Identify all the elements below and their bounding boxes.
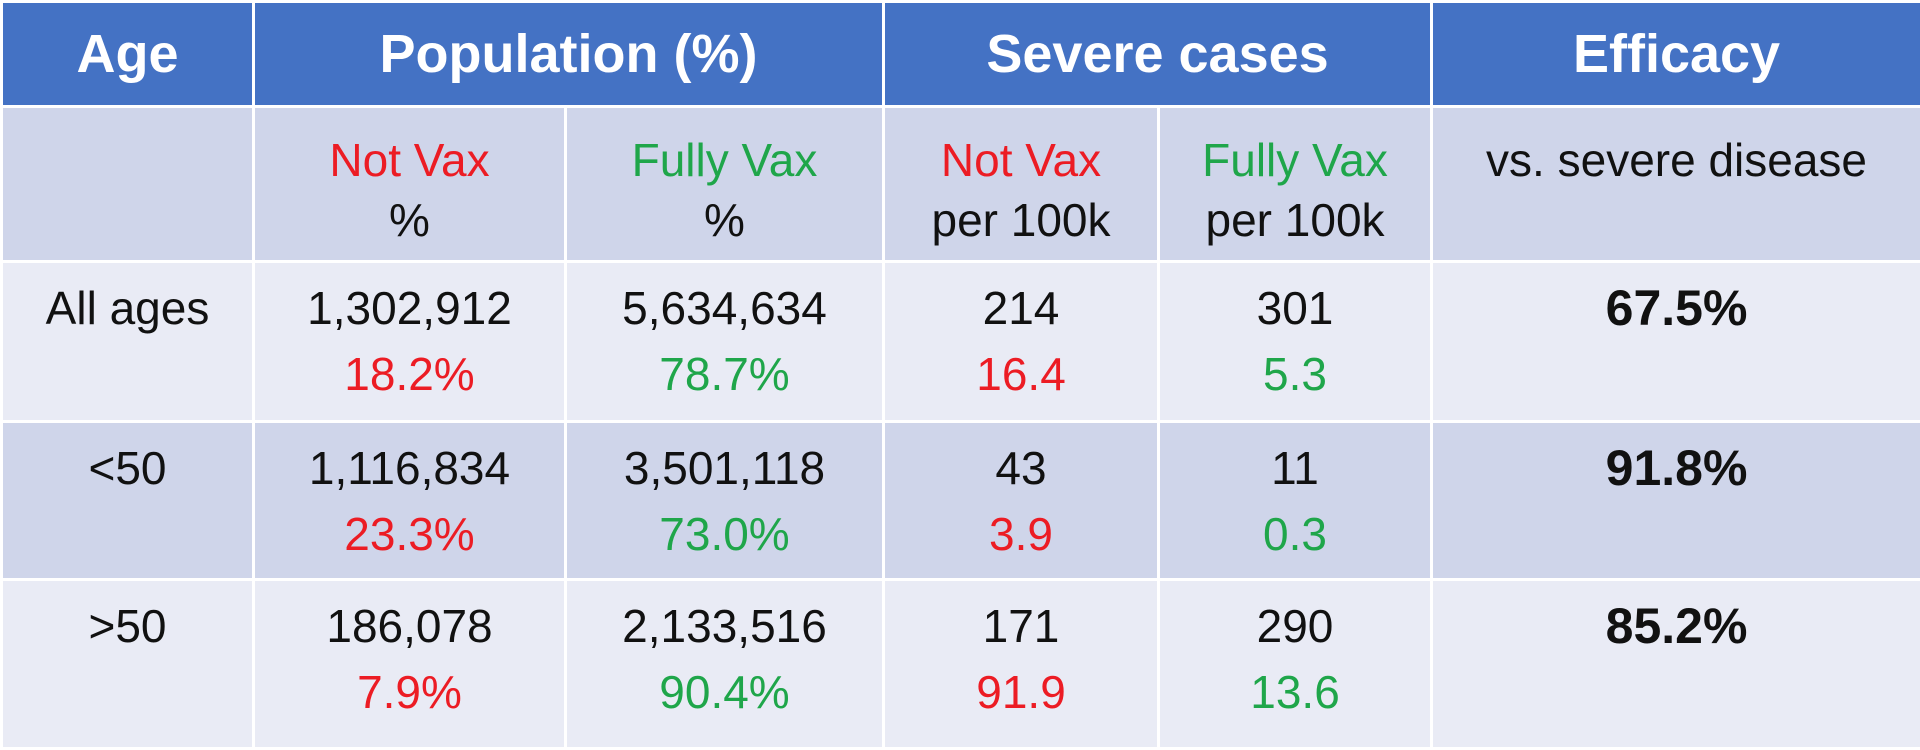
row-efficacy: 91.8% bbox=[1432, 422, 1920, 580]
row-sev-fully-vax: 301 5.3 bbox=[1159, 262, 1432, 422]
row-age: All ages bbox=[2, 262, 254, 422]
pop-fully-vax-count: 3,501,118 bbox=[567, 435, 882, 501]
sev-fully-vax-count: 11 bbox=[1160, 435, 1430, 501]
sev-not-vax-count: 171 bbox=[885, 593, 1157, 659]
table-row: >50 186,078 7.9% 2,133,516 90.4% 171 91.… bbox=[2, 580, 1920, 749]
sev-not-vax-rate: 3.9 bbox=[885, 501, 1157, 567]
row-efficacy: 67.5% bbox=[1432, 262, 1920, 422]
efficacy-value: 67.5% bbox=[1433, 275, 1920, 341]
subheader-sev-not-vax: Not Vax per 100k bbox=[884, 107, 1159, 262]
efficacy-value: 91.8% bbox=[1433, 435, 1920, 501]
subheader-efficacy: vs. severe disease bbox=[1432, 107, 1920, 262]
row-sev-fully-vax: 290 13.6 bbox=[1159, 580, 1432, 749]
row-age: >50 bbox=[2, 580, 254, 749]
sev-not-vax-count: 43 bbox=[885, 435, 1157, 501]
pop-not-vax-count: 1,116,834 bbox=[255, 435, 564, 501]
subheader-pop-not-vax-label: Not Vax bbox=[255, 130, 564, 190]
header-efficacy: Efficacy bbox=[1432, 2, 1920, 107]
header-age: Age bbox=[2, 2, 254, 107]
subheader-sev-not-vax-unit: per 100k bbox=[885, 190, 1157, 250]
sev-fully-vax-count: 290 bbox=[1160, 593, 1430, 659]
sev-fully-vax-rate: 13.6 bbox=[1160, 659, 1430, 725]
pop-fully-vax-pct: 90.4% bbox=[567, 659, 882, 725]
subheader-sev-fully-vax: Fully Vax per 100k bbox=[1159, 107, 1432, 262]
subheader-age-blank bbox=[2, 107, 254, 262]
header-population: Population (%) bbox=[254, 2, 884, 107]
row-efficacy: 85.2% bbox=[1432, 580, 1920, 749]
row-sev-not-vax: 43 3.9 bbox=[884, 422, 1159, 580]
pop-not-vax-pct: 7.9% bbox=[255, 659, 564, 725]
subheader-sev-fully-vax-unit: per 100k bbox=[1160, 190, 1430, 250]
table-row: <50 1,116,834 23.3% 3,501,118 73.0% 43 3… bbox=[2, 422, 1920, 580]
sev-not-vax-count: 214 bbox=[885, 275, 1157, 341]
sev-not-vax-rate: 91.9 bbox=[885, 659, 1157, 725]
row-pop-fully-vax: 3,501,118 73.0% bbox=[566, 422, 884, 580]
row-pop-not-vax: 1,302,912 18.2% bbox=[254, 262, 566, 422]
row-pop-fully-vax: 5,634,634 78.7% bbox=[566, 262, 884, 422]
subheader-sev-not-vax-label: Not Vax bbox=[885, 130, 1157, 190]
sev-fully-vax-count: 301 bbox=[1160, 275, 1430, 341]
header-severe-cases: Severe cases bbox=[884, 2, 1432, 107]
row-pop-not-vax: 1,116,834 23.3% bbox=[254, 422, 566, 580]
pop-fully-vax-count: 5,634,634 bbox=[567, 275, 882, 341]
pop-fully-vax-pct: 78.7% bbox=[567, 341, 882, 407]
row-pop-fully-vax: 2,133,516 90.4% bbox=[566, 580, 884, 749]
row-pop-not-vax: 186,078 7.9% bbox=[254, 580, 566, 749]
efficacy-value: 85.2% bbox=[1433, 593, 1920, 659]
row-age: <50 bbox=[2, 422, 254, 580]
subheader-pop-not-vax-unit: % bbox=[255, 190, 564, 250]
subheader-pop-fully-vax-unit: % bbox=[567, 190, 882, 250]
subheader-pop-fully-vax-label: Fully Vax bbox=[567, 130, 882, 190]
row-sev-not-vax: 214 16.4 bbox=[884, 262, 1159, 422]
sev-fully-vax-rate: 0.3 bbox=[1160, 501, 1430, 567]
pop-fully-vax-count: 2,133,516 bbox=[567, 593, 882, 659]
subheader-pop-fully-vax: Fully Vax % bbox=[566, 107, 884, 262]
sev-not-vax-rate: 16.4 bbox=[885, 341, 1157, 407]
subheader-row: Not Vax % Fully Vax % Not Vax per 100k F… bbox=[2, 107, 1920, 262]
subheader-efficacy-desc: vs. severe disease bbox=[1433, 130, 1920, 190]
pop-not-vax-pct: 23.3% bbox=[255, 501, 564, 567]
pop-not-vax-count: 186,078 bbox=[255, 593, 564, 659]
row-sev-not-vax: 171 91.9 bbox=[884, 580, 1159, 749]
table-row: All ages 1,302,912 18.2% 5,634,634 78.7%… bbox=[2, 262, 1920, 422]
pop-not-vax-pct: 18.2% bbox=[255, 341, 564, 407]
header-row: Age Population (%) Severe cases Efficacy bbox=[2, 2, 1920, 107]
sev-fully-vax-rate: 5.3 bbox=[1160, 341, 1430, 407]
subheader-pop-not-vax: Not Vax % bbox=[254, 107, 566, 262]
row-sev-fully-vax: 11 0.3 bbox=[1159, 422, 1432, 580]
pop-fully-vax-pct: 73.0% bbox=[567, 501, 882, 567]
pop-not-vax-count: 1,302,912 bbox=[255, 275, 564, 341]
subheader-sev-fully-vax-label: Fully Vax bbox=[1160, 130, 1430, 190]
